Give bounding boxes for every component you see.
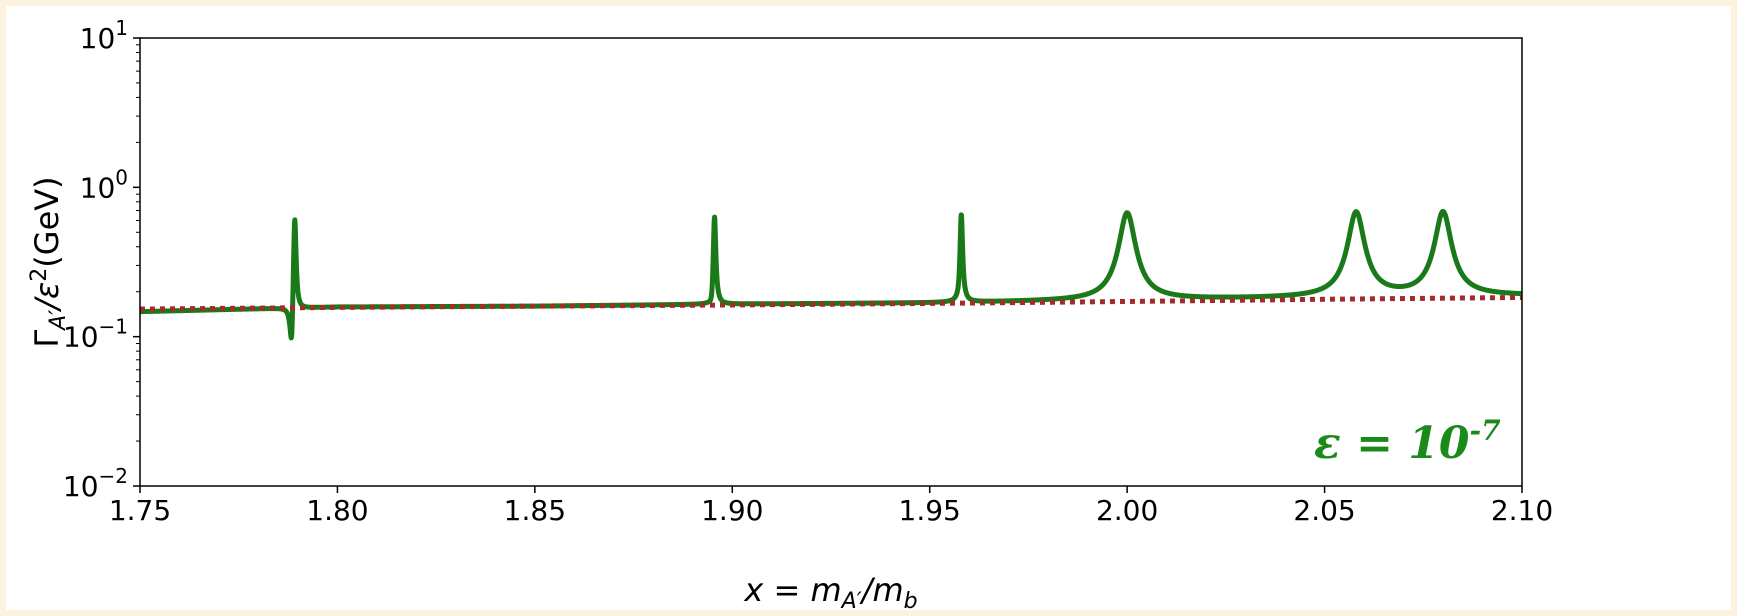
x-tick-label: 2.05 (1293, 494, 1355, 527)
x-tick-label: 2.10 (1491, 494, 1553, 527)
plot-border (139, 37, 1523, 487)
x-tick-label: 1.80 (306, 494, 368, 527)
series-line-dotted (140, 294, 1522, 312)
x-tick-label: 1.85 (504, 494, 566, 527)
y-axis-label: ΓA′/ε2(GeV) (27, 176, 71, 347)
x-tick-label: 2.00 (1096, 494, 1158, 527)
y-tick-label: 10−1 (63, 315, 128, 354)
y-tick-label: 10−2 (63, 464, 128, 503)
x-tick-label: 1.95 (899, 494, 961, 527)
x-tick-label: 1.75 (109, 494, 171, 527)
y-tick-label: 100 (80, 165, 128, 204)
y-tick-label: 101 (80, 16, 128, 55)
y-ticks: 10−2 10−1 100 101 (63, 16, 140, 503)
x-tick-label: 1.90 (701, 494, 763, 527)
x-axis-label: x = mA′/mb (743, 571, 917, 610)
plot-background (140, 38, 1522, 486)
epsilon-annotation: ε = 10-7 (1314, 414, 1501, 469)
x-ticks: 1.75 1.80 1.85 1.90 1.95 2.00 2.05 2.10 (109, 486, 1553, 527)
chart: 1.75 1.80 1.85 1.90 1.95 2.00 2.05 2.10 10−210−… (27, 16, 1553, 610)
series-layer (140, 208, 1522, 341)
chart-frame: 1.75 1.80 1.85 1.90 1.95 2.00 2.05 2.10 10−2 10−… (6, 6, 1731, 610)
